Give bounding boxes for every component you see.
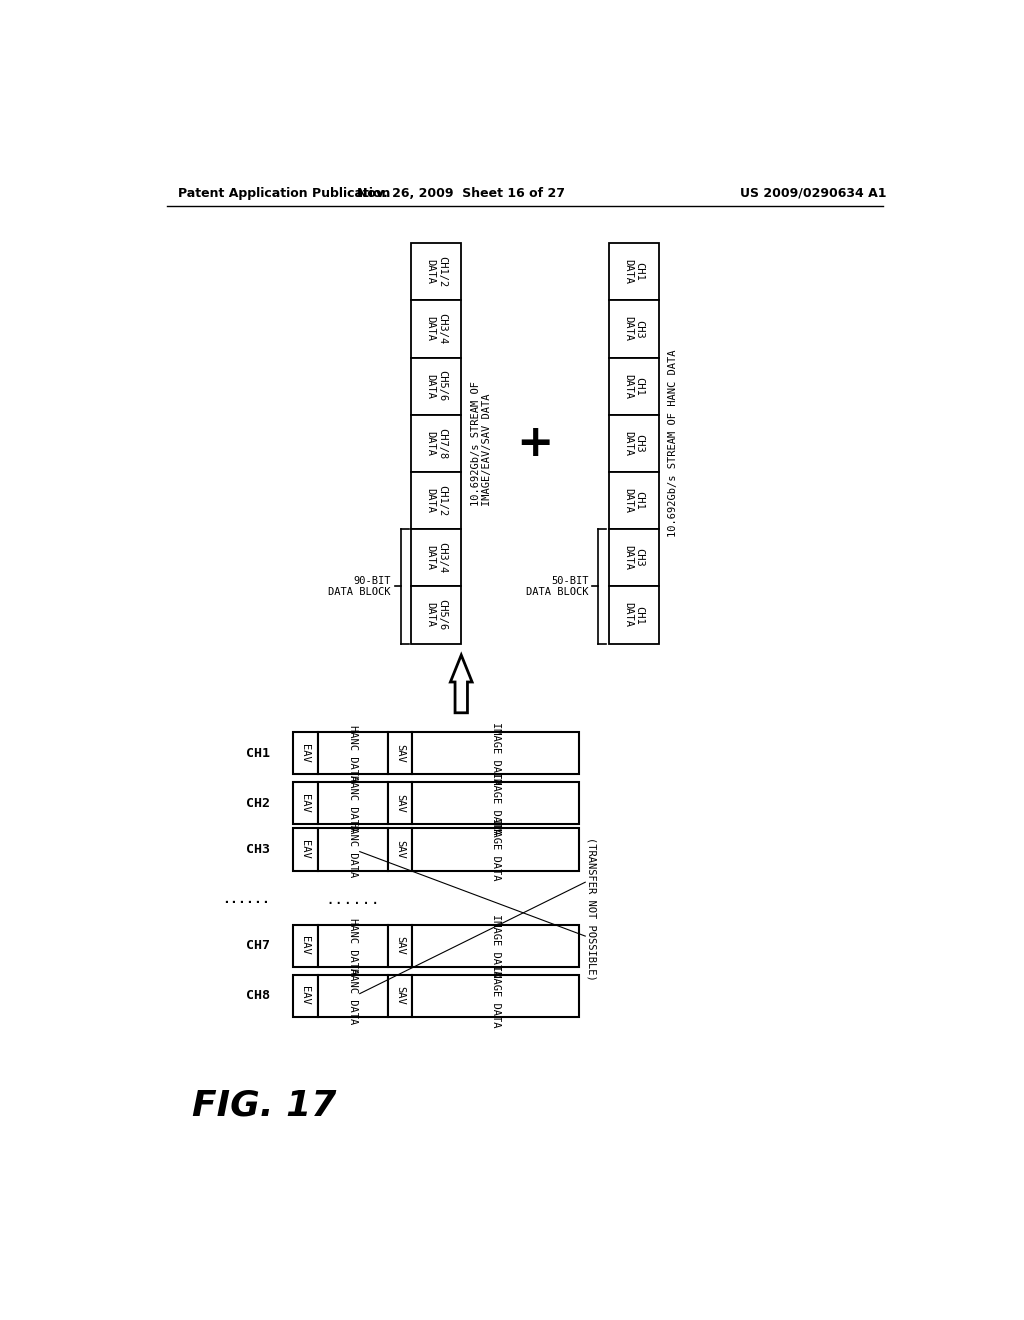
Bar: [317, 924, 388, 966]
Text: CH3
DATA: CH3 DATA: [623, 545, 644, 570]
Bar: [317, 733, 388, 775]
Bar: [608, 586, 658, 644]
Bar: [388, 781, 413, 825]
Text: ......: ......: [222, 894, 270, 906]
Text: IMAGE DATA: IMAGE DATA: [490, 965, 501, 1027]
Text: CH1
DATA: CH1 DATA: [623, 259, 644, 284]
Text: CH1
DATA: CH1 DATA: [623, 374, 644, 399]
Text: IMAGE DATA: IMAGE DATA: [490, 722, 501, 784]
Bar: [413, 733, 579, 775]
Text: IMAGE DATA: IMAGE DATA: [490, 818, 501, 880]
Bar: [608, 473, 658, 529]
Text: CH3
DATA: CH3 DATA: [623, 317, 644, 342]
Text: CH3: CH3: [246, 843, 270, 855]
Text: 90-BIT
DATA BLOCK: 90-BIT DATA BLOCK: [329, 576, 391, 597]
Bar: [413, 924, 579, 966]
Text: EAV: EAV: [300, 744, 310, 763]
Text: CH7: CH7: [246, 940, 270, 952]
Text: CH5/6
DATA: CH5/6 DATA: [425, 599, 446, 631]
Bar: [293, 974, 317, 1016]
Bar: [411, 358, 461, 414]
Bar: [388, 733, 413, 775]
Text: CH1
DATA: CH1 DATA: [623, 488, 644, 513]
Bar: [411, 301, 461, 358]
Text: SAV: SAV: [395, 840, 406, 859]
Text: CH3/4
DATA: CH3/4 DATA: [425, 313, 446, 345]
Bar: [388, 829, 413, 871]
Bar: [608, 414, 658, 473]
Bar: [413, 974, 579, 1016]
Bar: [388, 924, 413, 966]
Text: CH8: CH8: [246, 989, 270, 1002]
Bar: [608, 358, 658, 414]
Text: CH1
DATA: CH1 DATA: [623, 602, 644, 627]
Text: Patent Application Publication: Patent Application Publication: [178, 186, 391, 199]
Text: EAV: EAV: [300, 936, 310, 956]
Bar: [317, 974, 388, 1016]
Bar: [411, 243, 461, 300]
Bar: [388, 974, 413, 1016]
Bar: [293, 924, 317, 966]
Text: HANC DATA: HANC DATA: [348, 968, 357, 1024]
Text: US 2009/0290634 A1: US 2009/0290634 A1: [740, 186, 887, 199]
Text: HANC DATA: HANC DATA: [348, 821, 357, 878]
Bar: [411, 529, 461, 586]
Text: EAV: EAV: [300, 840, 310, 859]
Bar: [293, 829, 317, 871]
Text: FIG. 17: FIG. 17: [191, 1089, 336, 1122]
Bar: [608, 529, 658, 586]
Text: CH1/2
DATA: CH1/2 DATA: [425, 256, 446, 288]
Text: (TRANSFER NOT POSSIBLE): (TRANSFER NOT POSSIBLE): [587, 837, 597, 981]
Text: IMAGE DATA: IMAGE DATA: [490, 772, 501, 834]
Text: EAV: EAV: [300, 986, 310, 1005]
Bar: [317, 829, 388, 871]
Text: 10.692Gb/s STREAM OF
IMAGE/EAV/SAV DATA: 10.692Gb/s STREAM OF IMAGE/EAV/SAV DATA: [471, 380, 493, 506]
Text: EAV: EAV: [300, 793, 310, 813]
Text: 50-BIT
DATA BLOCK: 50-BIT DATA BLOCK: [526, 576, 589, 597]
Text: 10.692Gb/s STREAM OF HANC DATA: 10.692Gb/s STREAM OF HANC DATA: [669, 350, 678, 537]
Text: SAV: SAV: [395, 986, 406, 1005]
Bar: [608, 243, 658, 300]
Bar: [413, 781, 579, 825]
Text: Nov. 26, 2009  Sheet 16 of 27: Nov. 26, 2009 Sheet 16 of 27: [357, 186, 565, 199]
Text: HANC DATA: HANC DATA: [348, 725, 357, 781]
Text: +: +: [516, 422, 554, 465]
Text: CH3/4
DATA: CH3/4 DATA: [425, 543, 446, 573]
Bar: [608, 301, 658, 358]
Text: ......: ......: [326, 892, 380, 907]
Bar: [317, 781, 388, 825]
Text: HANC DATA: HANC DATA: [348, 775, 357, 832]
Bar: [411, 414, 461, 473]
Bar: [293, 781, 317, 825]
Text: CH5/6
DATA: CH5/6 DATA: [425, 371, 446, 401]
Text: CH3
DATA: CH3 DATA: [623, 430, 644, 455]
Text: CH1: CH1: [246, 747, 270, 760]
Text: SAV: SAV: [395, 744, 406, 763]
Text: CH7/8
DATA: CH7/8 DATA: [425, 428, 446, 459]
Bar: [413, 829, 579, 871]
Text: SAV: SAV: [395, 793, 406, 813]
Text: CH1/2
DATA: CH1/2 DATA: [425, 484, 446, 516]
Text: SAV: SAV: [395, 936, 406, 956]
Bar: [293, 733, 317, 775]
Bar: [411, 473, 461, 529]
Text: IMAGE DATA: IMAGE DATA: [490, 915, 501, 977]
Bar: [411, 586, 461, 644]
Text: HANC DATA: HANC DATA: [348, 917, 357, 974]
Text: CH2: CH2: [246, 797, 270, 809]
Polygon shape: [451, 655, 472, 713]
